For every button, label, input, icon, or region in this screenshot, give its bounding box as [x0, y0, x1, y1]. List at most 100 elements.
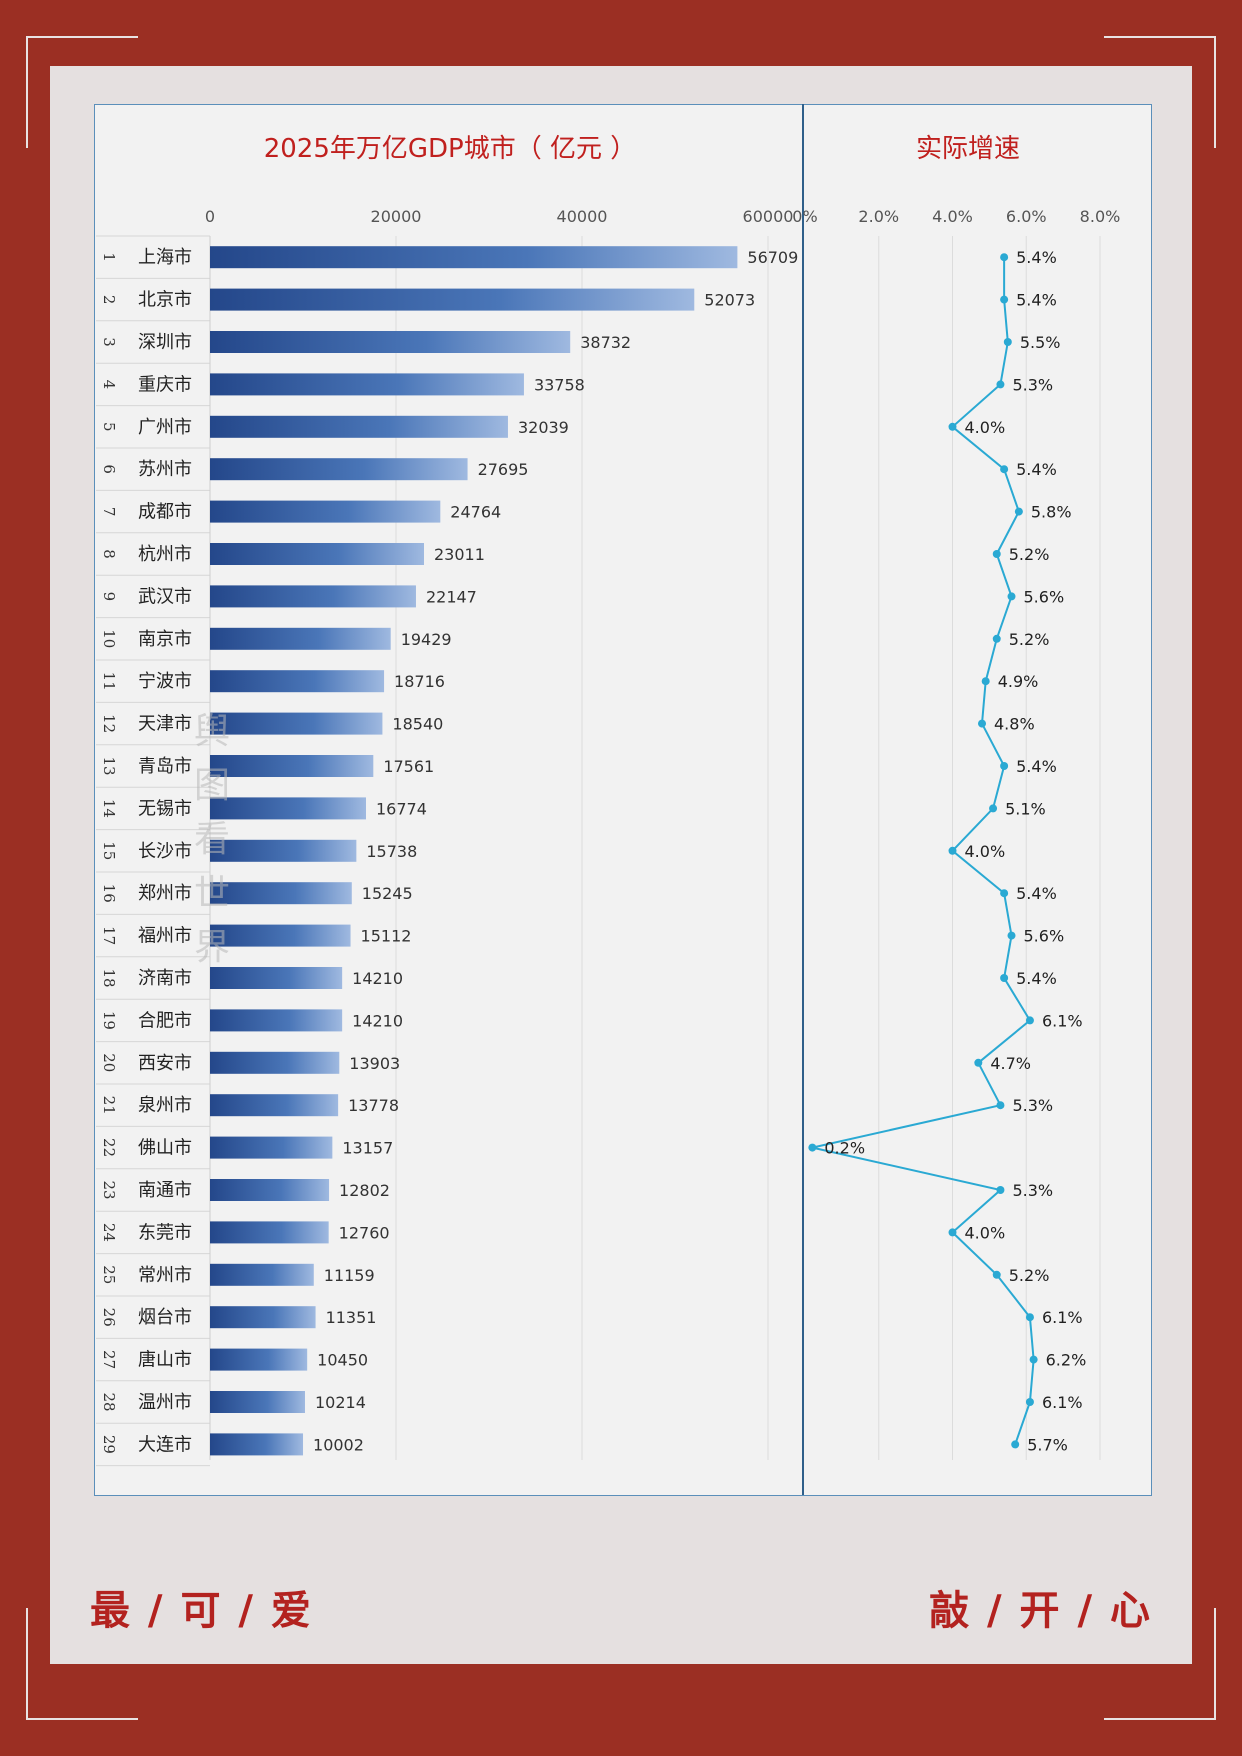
gdp-value-label: 11159: [324, 1266, 375, 1285]
growth-value-label: 4.0%: [965, 418, 1006, 437]
rank-label: 13: [100, 756, 118, 775]
corner-frame-bottom-right: [1104, 1608, 1216, 1720]
gdp-value-label: 56709: [747, 248, 798, 267]
growth-point: [1025, 1313, 1034, 1322]
growth-value-label: 4.7%: [990, 1054, 1031, 1073]
growth-point: [989, 804, 998, 813]
city-label: 宁波市: [138, 671, 192, 692]
growth-value-label: 6.1%: [1042, 1308, 1083, 1327]
gdp-bar: [210, 967, 343, 989]
rank-label: 14: [100, 799, 118, 818]
gdp-bar: [210, 1136, 333, 1159]
city-label: 济南市: [138, 968, 192, 989]
rank-label: 8: [100, 549, 118, 559]
growth-point: [1000, 762, 1009, 770]
city-label: 长沙市: [138, 841, 192, 862]
rank-label: 7: [100, 507, 118, 517]
gdp-bar: [210, 1094, 339, 1117]
gdp-bar: [210, 1391, 305, 1413]
growth-value-label: 5.3%: [1012, 1181, 1053, 1200]
growth-value-label: 5.6%: [1024, 587, 1065, 606]
gdp-bar: [210, 373, 524, 396]
city-label: 福州市: [138, 926, 192, 947]
growth-point: [978, 719, 986, 728]
rank-label: 24: [100, 1223, 118, 1242]
rank-label: 26: [100, 1308, 118, 1327]
gdp-value-label: 52073: [704, 291, 755, 310]
growth-point: [1000, 889, 1009, 898]
gdp-bar: [210, 246, 738, 269]
growth-point: [948, 846, 957, 855]
gdp-value-label: 11351: [326, 1308, 377, 1327]
growth-point: [1025, 1398, 1034, 1406]
city-label: 无锡市: [138, 798, 192, 819]
growth-value-label: 4.8%: [994, 715, 1035, 734]
gdp-value-label: 14210: [352, 1011, 403, 1030]
growth-value-label: 5.7%: [1027, 1435, 1068, 1454]
city-label: 杭州市: [138, 544, 192, 565]
gdp-value-label: 38732: [580, 333, 631, 352]
growth-value-label: 5.6%: [1024, 927, 1065, 946]
growth-point: [981, 677, 990, 686]
gdp-bar: [210, 924, 351, 947]
growth-point: [948, 422, 957, 431]
growth-value-label: 6.2%: [1046, 1351, 1087, 1370]
city-label: 西安市: [138, 1053, 192, 1074]
city-label: 武汉市: [138, 586, 192, 607]
rank-label: 20: [100, 1053, 118, 1072]
growth-value-label: 5.2%: [1009, 630, 1050, 649]
city-label: 烟台市: [138, 1307, 192, 1328]
gdp-value-label: 15738: [366, 842, 417, 861]
gdp-value-label: 19429: [401, 630, 452, 649]
growth-value-label: 5.2%: [1009, 545, 1050, 564]
gdp-value-label: 33758: [534, 375, 585, 394]
city-label: 成都市: [138, 502, 192, 523]
rank-label: 27: [100, 1350, 118, 1369]
growth-value-label: 5.4%: [1016, 248, 1057, 267]
rank-label: 22: [100, 1138, 118, 1157]
gdp-bar: [210, 288, 695, 311]
gdp-bar: [210, 500, 441, 523]
gdp-value-label: 27695: [478, 460, 529, 479]
growth-point: [974, 1058, 983, 1067]
gdp-value-label: 18716: [394, 672, 445, 691]
rank-label: 18: [100, 968, 118, 987]
rank-label: 15: [100, 841, 118, 860]
corner-frame-bottom-left: [26, 1608, 138, 1720]
growth-point: [1000, 295, 1009, 304]
growth-point: [1014, 507, 1023, 516]
rank-label: 16: [100, 884, 118, 903]
corner-frame-top-right: [1104, 36, 1216, 148]
growth-tick-label: 4.0%: [932, 207, 973, 226]
gdp-tick-label: 40000: [557, 207, 608, 226]
growth-point: [1029, 1355, 1038, 1364]
footer-right-slogan: 敲 / 开 / 心: [929, 1587, 1152, 1634]
rank-label: 12: [100, 714, 118, 733]
growth-value-label: 5.4%: [1016, 884, 1057, 903]
growth-value-label: 5.3%: [1012, 375, 1053, 394]
growth-point: [992, 634, 1001, 643]
gdp-tick-label: 20000: [371, 207, 422, 226]
growth-point: [1007, 931, 1016, 940]
growth-point: [1007, 592, 1016, 601]
chart-title-gdp: 2025年万亿GDP城市（ 亿元 ）: [264, 134, 637, 164]
growth-point: [1000, 253, 1009, 262]
city-label: 南通市: [138, 1180, 192, 1201]
gdp-bar: [210, 1051, 340, 1074]
gdp-tick-label: 60000: [743, 207, 794, 226]
gdp-value-label: 10002: [313, 1435, 364, 1454]
gdp-bar: [210, 458, 468, 481]
rank-label: 11: [100, 672, 118, 691]
gdp-bar: [210, 331, 571, 353]
growth-point: [996, 1186, 1005, 1194]
city-rows: 1 上海市 2 北京市 3 深圳市 4 重庆市 5 广州市 6 苏州市 7 成都市 8 杭州市 9 武汉市 10 南京…: [100, 247, 192, 1455]
gdp-value-label: 13903: [349, 1054, 400, 1073]
growth-point: [1025, 1016, 1034, 1025]
watermark: 舆图看世界: [193, 711, 230, 968]
footer-left-slogan: 最 / 可 / 爱: [90, 1587, 313, 1634]
growth-value-label: 5.4%: [1016, 969, 1057, 988]
growth-value-label: 5.4%: [1016, 291, 1057, 310]
gdp-axis-ticks: 0 20000 40000 60000: [205, 207, 794, 226]
gdp-bar: [210, 415, 508, 438]
